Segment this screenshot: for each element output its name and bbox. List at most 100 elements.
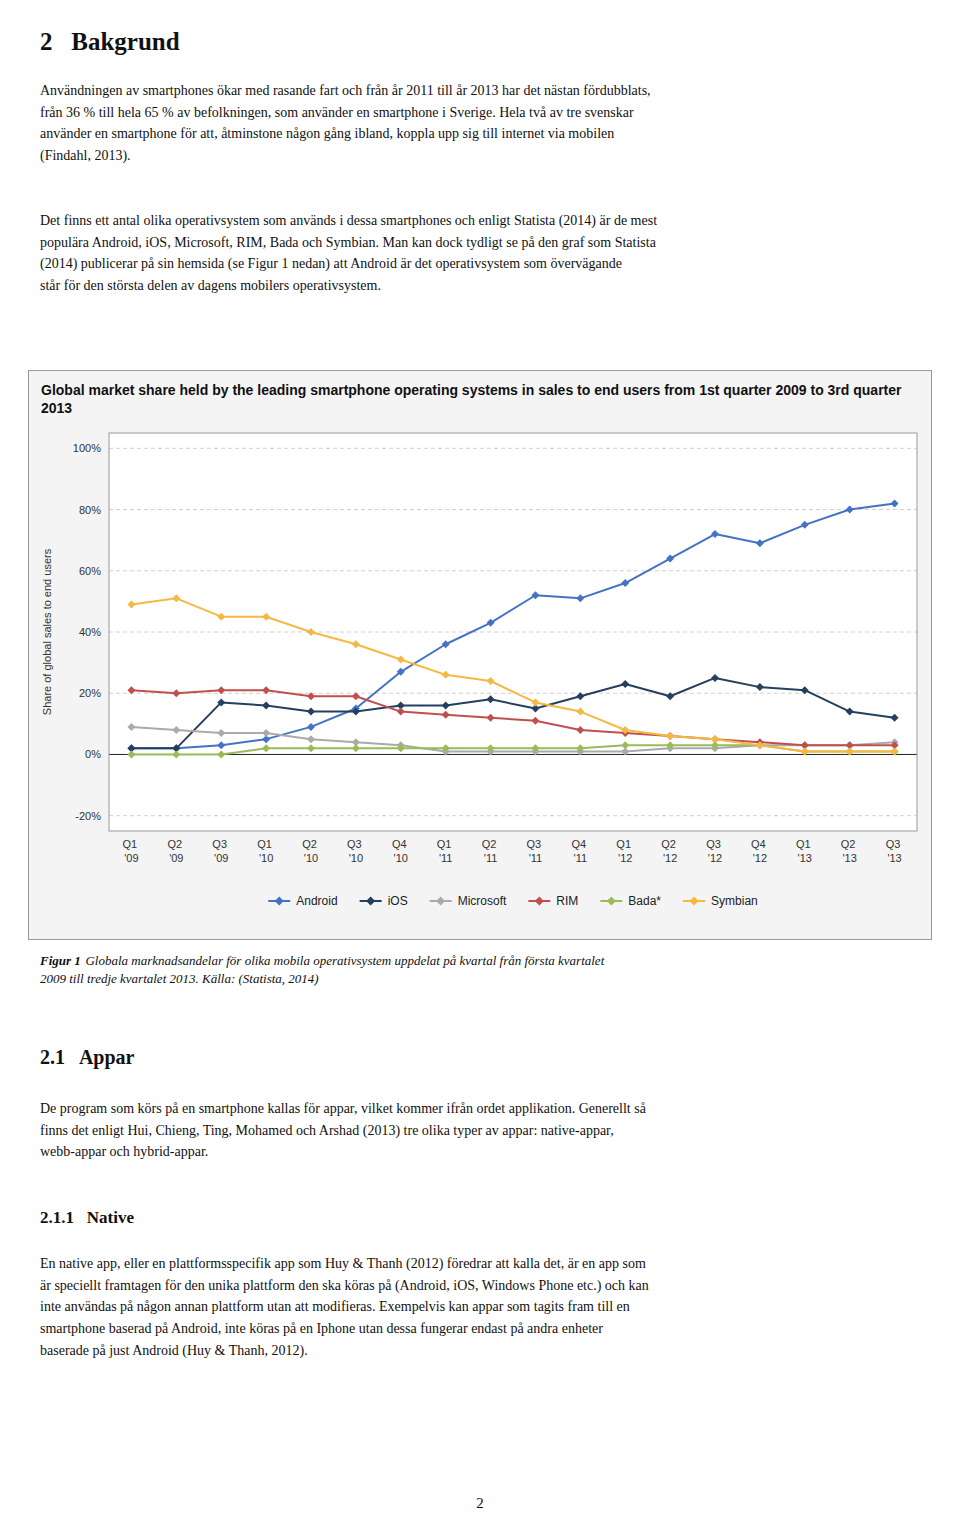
- x-tick-label: Q1 '09: [123, 838, 141, 864]
- point: [127, 600, 135, 608]
- point: [801, 686, 809, 694]
- section-heading: 2.1 Appar: [40, 1046, 134, 1069]
- point: [127, 723, 135, 731]
- point: [756, 683, 764, 691]
- series: [127, 674, 898, 752]
- caption-text: Globala marknadsandelar för olika mobila…: [40, 953, 604, 986]
- point: [576, 708, 584, 716]
- legend-label: Symbian: [711, 894, 758, 908]
- point: [846, 708, 854, 716]
- point: [711, 735, 719, 743]
- point: [487, 695, 495, 703]
- point: [621, 680, 629, 688]
- point: [666, 555, 674, 563]
- subsection-heading: 2.1.1 Native: [40, 1208, 134, 1228]
- point: [891, 499, 899, 507]
- paragraph: De program som körs på en smartphone kal…: [40, 1098, 646, 1163]
- point: [756, 741, 764, 749]
- x-tick-label: Q1 '12: [616, 838, 634, 864]
- point: [172, 750, 180, 758]
- point: [442, 711, 450, 719]
- point: [352, 640, 360, 648]
- point: [666, 692, 674, 700]
- point: [172, 594, 180, 602]
- legend-item: Android: [268, 894, 337, 908]
- point: [621, 726, 629, 734]
- point: [711, 735, 719, 743]
- point: [397, 668, 405, 676]
- plot-frame: [109, 433, 917, 831]
- point: [127, 750, 135, 758]
- x-tick-label: Q4 '11: [571, 838, 589, 864]
- point: [307, 692, 315, 700]
- point: [531, 698, 539, 706]
- point: [711, 674, 719, 682]
- x-tick-label: Q3 '12: [706, 838, 724, 864]
- x-tick-label: Q3 '09: [212, 838, 230, 864]
- point: [217, 729, 225, 737]
- point: [621, 741, 629, 749]
- point: [172, 689, 180, 697]
- x-tick-label: Q1 '13: [796, 838, 814, 864]
- y-axis-label: Share of global sales to end users: [41, 548, 53, 715]
- point: [262, 729, 270, 737]
- point: [801, 747, 809, 755]
- legend-label: Android: [296, 894, 337, 908]
- grid-line: [109, 632, 917, 633]
- y-tick-label: 40%: [79, 626, 101, 638]
- point: [891, 747, 899, 755]
- chart: Global market share held by the leading …: [29, 371, 931, 939]
- paragraph: Det finns ett antal olika operativsystem…: [40, 210, 657, 297]
- point: [576, 744, 584, 752]
- legend-label: Bada*: [628, 894, 661, 908]
- point: [846, 747, 854, 755]
- grid-line: [109, 509, 917, 510]
- point: [397, 744, 405, 752]
- series-line: [131, 503, 894, 748]
- point: [307, 628, 315, 636]
- paragraph: En native app, eller en plattformsspecif…: [40, 1253, 649, 1361]
- y-grid: [109, 448, 917, 815]
- x-tick-label: Q3 '13: [886, 838, 904, 864]
- point: [442, 640, 450, 648]
- point: [442, 671, 450, 679]
- series: [127, 686, 898, 749]
- paragraph: Användningen av smartphones ökar med ras…: [40, 80, 651, 167]
- series-line: [131, 745, 894, 754]
- point: [487, 619, 495, 627]
- point: [262, 701, 270, 709]
- y-tick-label: 100%: [73, 442, 101, 454]
- grid-line: [109, 815, 917, 816]
- caption-label: Figur 1: [40, 953, 81, 968]
- point: [352, 708, 360, 716]
- legend: AndroidiOSMicrosoftRIMBada*Symbian: [268, 894, 757, 908]
- point: [217, 698, 225, 706]
- point: [801, 521, 809, 529]
- point: [576, 692, 584, 700]
- series-line: [131, 678, 894, 748]
- point: [576, 594, 584, 602]
- grid-line: [109, 448, 917, 449]
- point: [531, 717, 539, 725]
- point: [487, 677, 495, 685]
- point: [756, 539, 764, 547]
- y-tick-label: -20%: [75, 810, 101, 822]
- point: [666, 732, 674, 740]
- point: [891, 714, 899, 722]
- series: [127, 594, 898, 755]
- point: [307, 744, 315, 752]
- x-tick-label: Q4 '10: [392, 838, 410, 864]
- x-tick-label: Q2 '13: [841, 838, 859, 864]
- point: [172, 726, 180, 734]
- point: [307, 735, 315, 743]
- point: [621, 579, 629, 587]
- point: [442, 701, 450, 709]
- grid-line: [109, 570, 917, 571]
- point: [666, 732, 674, 740]
- point: [217, 750, 225, 758]
- point: [801, 747, 809, 755]
- series: [127, 741, 898, 758]
- point: [846, 747, 854, 755]
- y-tick-label: 60%: [79, 565, 101, 577]
- point: [262, 613, 270, 621]
